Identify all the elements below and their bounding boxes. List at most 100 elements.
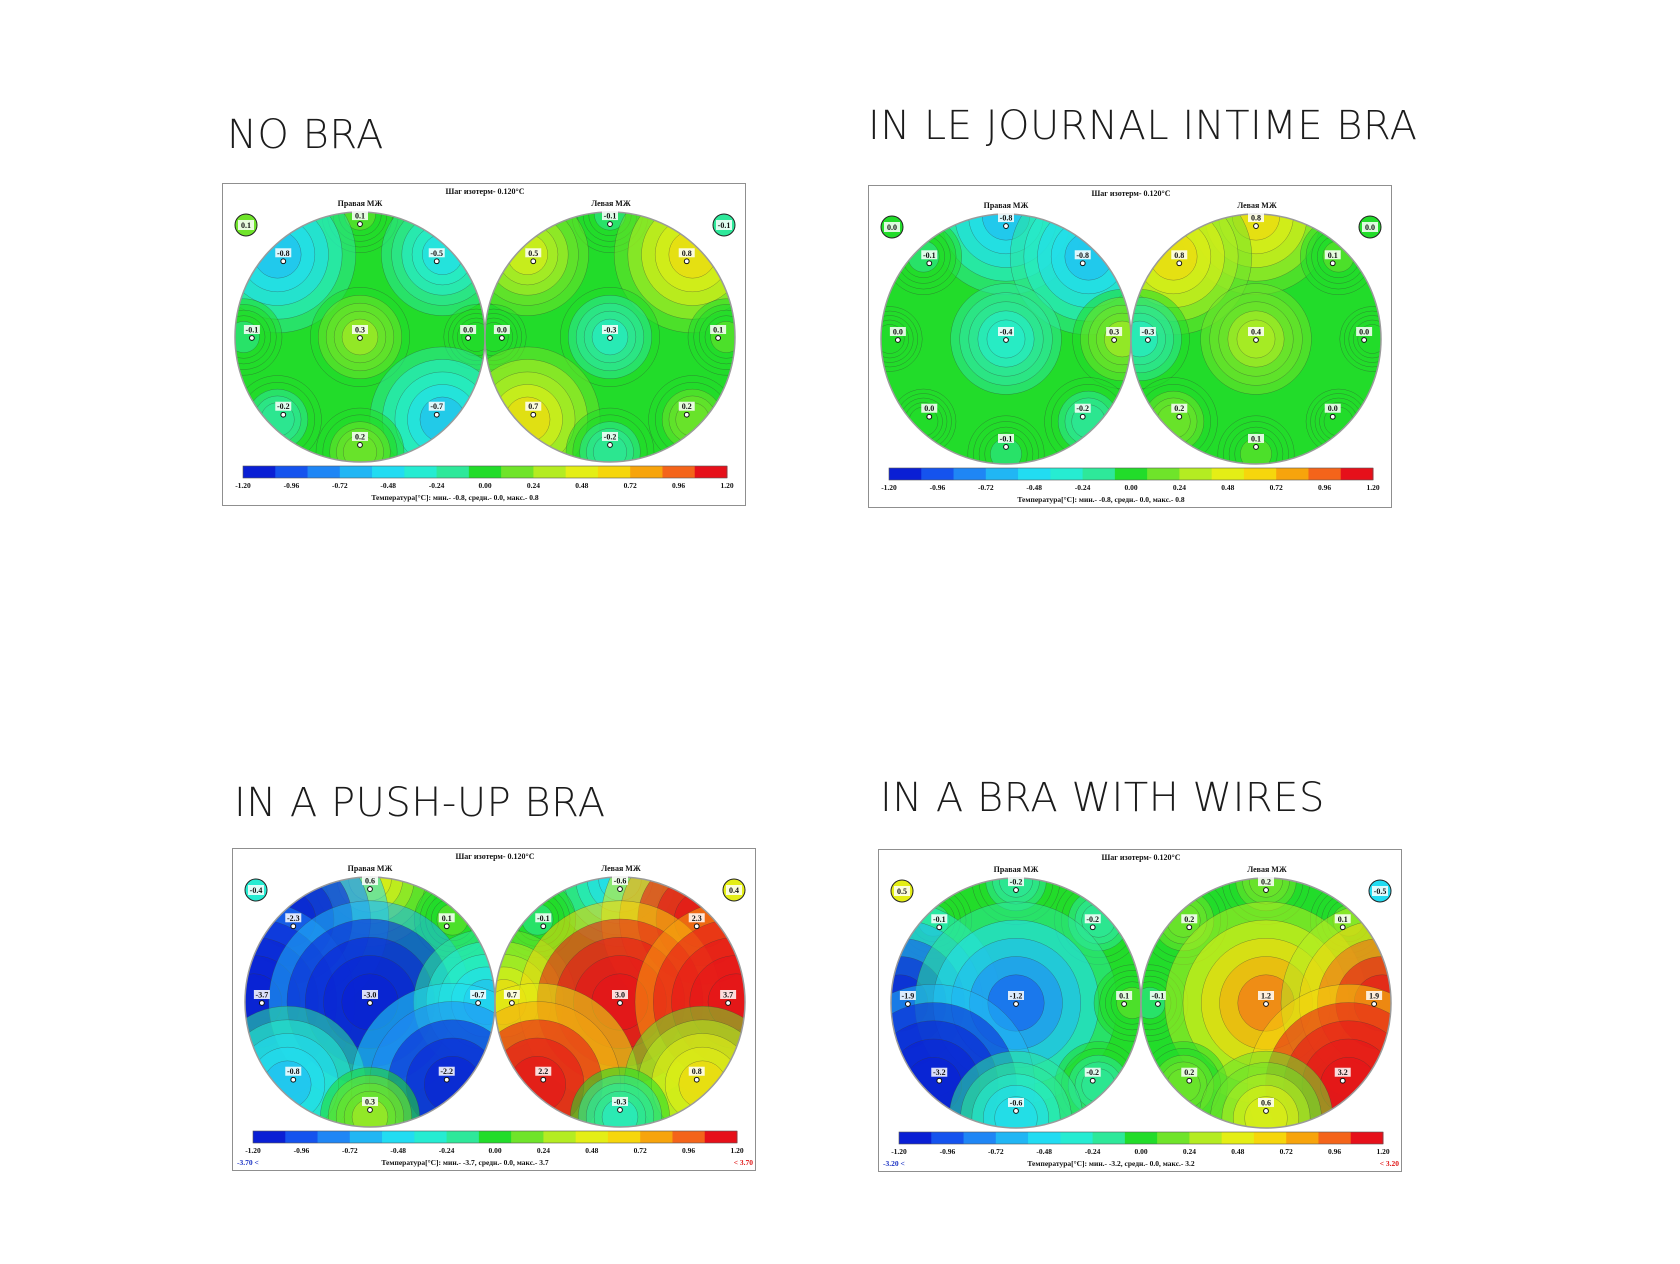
point-value: 1.9: [1369, 992, 1379, 1001]
sample-point-marker: [1013, 887, 1019, 893]
scale-swatch: [1221, 1132, 1255, 1144]
point-value: 2.3: [692, 914, 702, 923]
scale-swatch: [1350, 1132, 1384, 1144]
sample-point-marker: [1339, 1077, 1346, 1084]
point-label: -0.7: [428, 401, 445, 418]
sample-point-marker: [1371, 1001, 1378, 1007]
scale-swatch: [899, 1132, 932, 1144]
point-value: 0.3: [355, 326, 365, 335]
point-value: -0.7: [430, 402, 443, 411]
point-label: 0.7: [503, 990, 520, 1006]
point-label: 0.3: [362, 1096, 378, 1113]
right-breast-map: 0.1 -0.8 -0.5 -0.1 0.3 0.0 -0.2 -0.7 0.2: [234, 211, 486, 463]
scale-tick-label: -1.20: [235, 481, 251, 490]
point-label: -2.2: [438, 1066, 455, 1083]
right-breast-label: Правая МЖ: [994, 865, 1039, 874]
sample-point-marker: [367, 1000, 373, 1006]
point-label: 0.0: [460, 325, 477, 341]
sample-point-marker: [936, 1077, 943, 1084]
point-value: 1.2: [1261, 992, 1271, 1001]
scale-tick-label: 0.96: [1328, 1147, 1341, 1156]
point-value: -0.2: [1086, 915, 1099, 924]
point-value: -3.0: [364, 991, 377, 1000]
point-label: 0.1: [352, 211, 368, 227]
point-label: 0.0: [493, 325, 510, 341]
point-label: -0.2: [1074, 403, 1091, 420]
scale-swatch: [275, 466, 309, 478]
point-value: -0.1: [537, 914, 550, 923]
scale-swatch: [1092, 1132, 1126, 1144]
corner-value: 0.4: [729, 886, 739, 895]
scale-swatch: [1147, 468, 1180, 480]
scale-tick-label: 0.00: [1124, 483, 1137, 492]
point-label: -0.1: [535, 913, 552, 930]
point-value: -0.2: [1010, 878, 1023, 887]
scale-swatch: [446, 1131, 480, 1143]
point-value: -0.6: [1010, 1098, 1023, 1107]
scale-swatch: [1318, 1132, 1352, 1144]
point-label: -0.8: [285, 1066, 302, 1083]
left-breast-map: 0.8 0.8 0.1 -0.3 0.4 0.0 0.2 0.0 0.1: [1130, 213, 1382, 465]
sample-point-marker: [1089, 924, 1096, 931]
sample-point-marker: [1003, 223, 1009, 229]
scale-tick-label: 0.96: [682, 1146, 695, 1155]
corner-badge-right: 0.4: [722, 878, 746, 902]
point-value: -0.2: [277, 402, 290, 411]
scale-swatch: [543, 1131, 577, 1143]
point-value: -0.7: [472, 991, 485, 1000]
sample-point-marker: [617, 1000, 623, 1006]
point-value: -3.7: [256, 991, 269, 1000]
heading-le-journal-intime-bra: IN LE JOURNAL INTIME BRA: [868, 103, 1418, 149]
scale-swatch: [1060, 1132, 1094, 1144]
isotherm-band: [1244, 1096, 1288, 1128]
scale-tick-label: -1.20: [891, 1147, 907, 1156]
sample-point-marker: [1329, 413, 1336, 420]
out-of-range-low: -3.20 <: [883, 1159, 905, 1168]
point-value: 0.0: [893, 328, 903, 337]
isotherm-band: [994, 1096, 1038, 1128]
sample-point-marker: [1154, 1001, 1161, 1007]
sample-point-marker: [465, 335, 472, 341]
point-value: -0.8: [1000, 214, 1013, 223]
scale-tick-label: 0.96: [672, 481, 685, 490]
scale-tick-label: 0.00: [488, 1146, 501, 1155]
corner-value: -0.5: [1374, 887, 1387, 896]
scale-tick-label: 1.20: [1366, 483, 1379, 492]
scale-swatch: [1286, 1132, 1319, 1144]
point-label: -0.5: [428, 248, 445, 265]
point-value: 0.1: [713, 326, 723, 335]
sample-point-marker: [248, 335, 255, 341]
isotherm-step-title: Шаг изотерм- 0.120°C: [1102, 853, 1181, 862]
sample-point-marker: [1003, 444, 1009, 450]
point-value: 0.8: [682, 249, 692, 258]
sample-point-marker: [607, 442, 613, 448]
out-of-range-high: < 3.20: [1380, 1159, 1400, 1168]
point-label: 0.0: [921, 403, 938, 420]
sample-point-marker: [1253, 223, 1259, 229]
scale-swatch: [1018, 468, 1051, 480]
point-value: 0.1: [355, 212, 365, 221]
point-value: 0.1: [1119, 992, 1129, 1001]
point-value: 0.5: [528, 249, 538, 258]
scale-swatch: [704, 1131, 738, 1143]
temperature-summary: Температура[°C]: мин.- -3.2, средн.- 0.0…: [1027, 1159, 1195, 1168]
point-value: 0.0: [1359, 328, 1369, 337]
corner-value: 0.0: [1365, 223, 1375, 232]
heading-no-bra: NO BRA: [227, 112, 384, 158]
point-value: 3.2: [1338, 1068, 1348, 1077]
scale-swatch: [511, 1131, 544, 1143]
point-label: 3.0: [612, 990, 628, 1006]
point-value: -0.3: [614, 1097, 627, 1106]
sample-point-marker: [357, 335, 363, 341]
sample-point-marker: [693, 1076, 700, 1083]
scale-tick-label: 0.72: [1270, 483, 1283, 492]
point-value: 0.1: [442, 914, 452, 923]
sample-point-marker: [1111, 337, 1118, 343]
corner-badge-left: 0.5: [890, 879, 914, 903]
scale-tick-label: -0.72: [342, 1146, 358, 1155]
point-label: -0.3: [612, 1096, 628, 1113]
corner-badge-right: 0.0: [1358, 215, 1382, 239]
scale-swatch: [640, 1131, 673, 1143]
scale-tick-label: -0.24: [439, 1146, 455, 1155]
scale-swatch: [339, 466, 373, 478]
